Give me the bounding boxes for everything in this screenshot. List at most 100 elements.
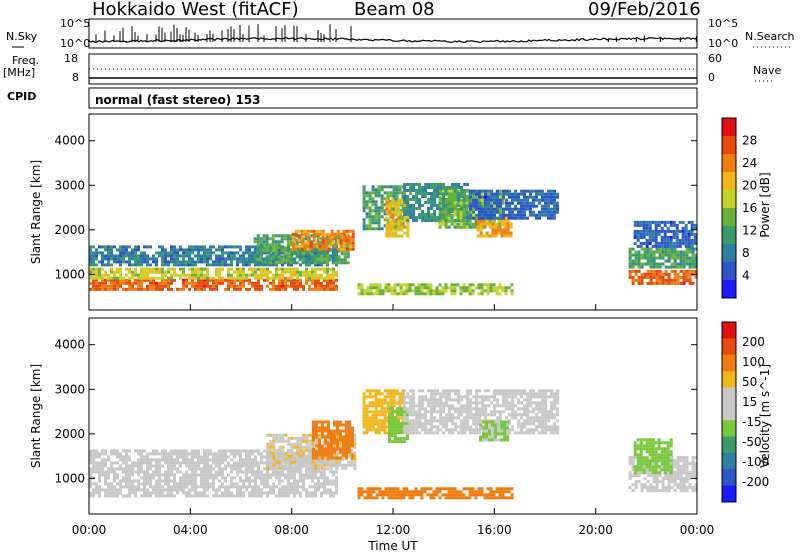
data-cell [254,473,257,477]
data-cell [254,461,257,465]
data-cell [394,231,398,235]
data-cell [640,275,644,279]
data-cell [316,252,320,256]
data-cell [365,419,369,423]
data-cell [481,213,484,217]
data-cell [283,258,287,262]
data-cell [224,455,227,459]
data-cell [314,432,318,436]
data-cell [305,476,308,480]
data-cell [341,441,345,445]
data-cell [329,479,332,483]
data-cell [412,183,416,186]
data-cell [397,225,401,229]
data-cell [218,485,221,489]
data-cell [164,248,167,252]
data-cell [242,479,245,483]
data-cell [236,273,239,277]
data-cell [350,438,354,442]
data-cell [278,452,281,456]
data-cell [469,404,473,408]
data-cell [314,276,317,280]
data-cell [245,273,248,277]
data-cell [351,244,355,248]
data-cell [323,441,327,445]
data-cell [89,491,92,495]
data-cell [275,439,279,443]
data-cell [287,460,291,464]
data-cell [176,273,179,277]
data-cell [92,245,95,249]
data-cell [173,458,176,462]
data-cell [685,247,689,251]
data-cell [158,467,161,471]
data-cell [206,284,209,288]
data-cell [155,494,158,498]
data-cell [137,248,140,252]
data-cell [320,470,323,474]
data-cell [478,189,481,193]
data-cell [158,488,161,492]
data-cell [167,485,170,489]
data-cell [387,431,391,435]
data-cell [259,255,263,259]
data-cell [547,210,550,214]
data-cell [326,491,329,495]
data-cell [688,275,692,279]
data-cell [412,410,416,414]
data-cell [161,267,164,271]
data-cell [412,210,416,213]
data-cell [445,186,449,189]
data-cell [675,226,679,230]
data-cell [343,252,347,256]
data-cell [469,389,473,393]
data-cell [203,284,206,288]
data-cell [451,210,455,213]
data-cell [95,284,98,288]
data-cell [365,200,369,204]
data-cell [390,431,394,435]
data-cell [212,260,215,264]
data-cell [438,201,442,205]
data-cell [122,287,125,291]
data-cell [439,428,443,432]
data-cell [278,278,281,282]
data-cell [301,252,305,256]
data-cell [310,258,314,262]
data-cell [248,257,251,261]
data-cell [308,473,311,477]
data-cell [317,273,320,277]
data-cell [332,273,335,277]
data-cell [387,428,391,432]
data-cell [104,270,107,274]
data-cell [146,273,149,277]
data-cell [287,442,291,446]
data-cell [287,463,291,467]
data-cell [98,287,101,291]
data-cell [266,454,270,458]
data-cell [433,204,437,207]
data-cell [463,395,467,399]
data-cell [137,260,140,264]
data-cell [314,456,318,460]
data-cell [402,440,406,444]
data-cell [281,485,284,489]
data-cell [484,207,487,211]
data-cell [110,276,113,280]
data-cell [401,215,405,219]
data-cell [487,198,490,202]
data-cell [649,247,653,251]
data-cell [143,270,146,274]
data-cell [212,467,215,471]
data-cell [200,482,203,486]
data-cell [309,247,313,251]
data-cell [454,425,458,429]
data-cell [396,292,400,296]
data-cell [281,491,284,495]
data-cell [137,485,140,489]
data-cell [251,273,254,277]
data-cell [161,452,164,456]
data-cell [308,491,311,495]
data-cell [657,223,661,227]
data-cell [221,467,224,471]
